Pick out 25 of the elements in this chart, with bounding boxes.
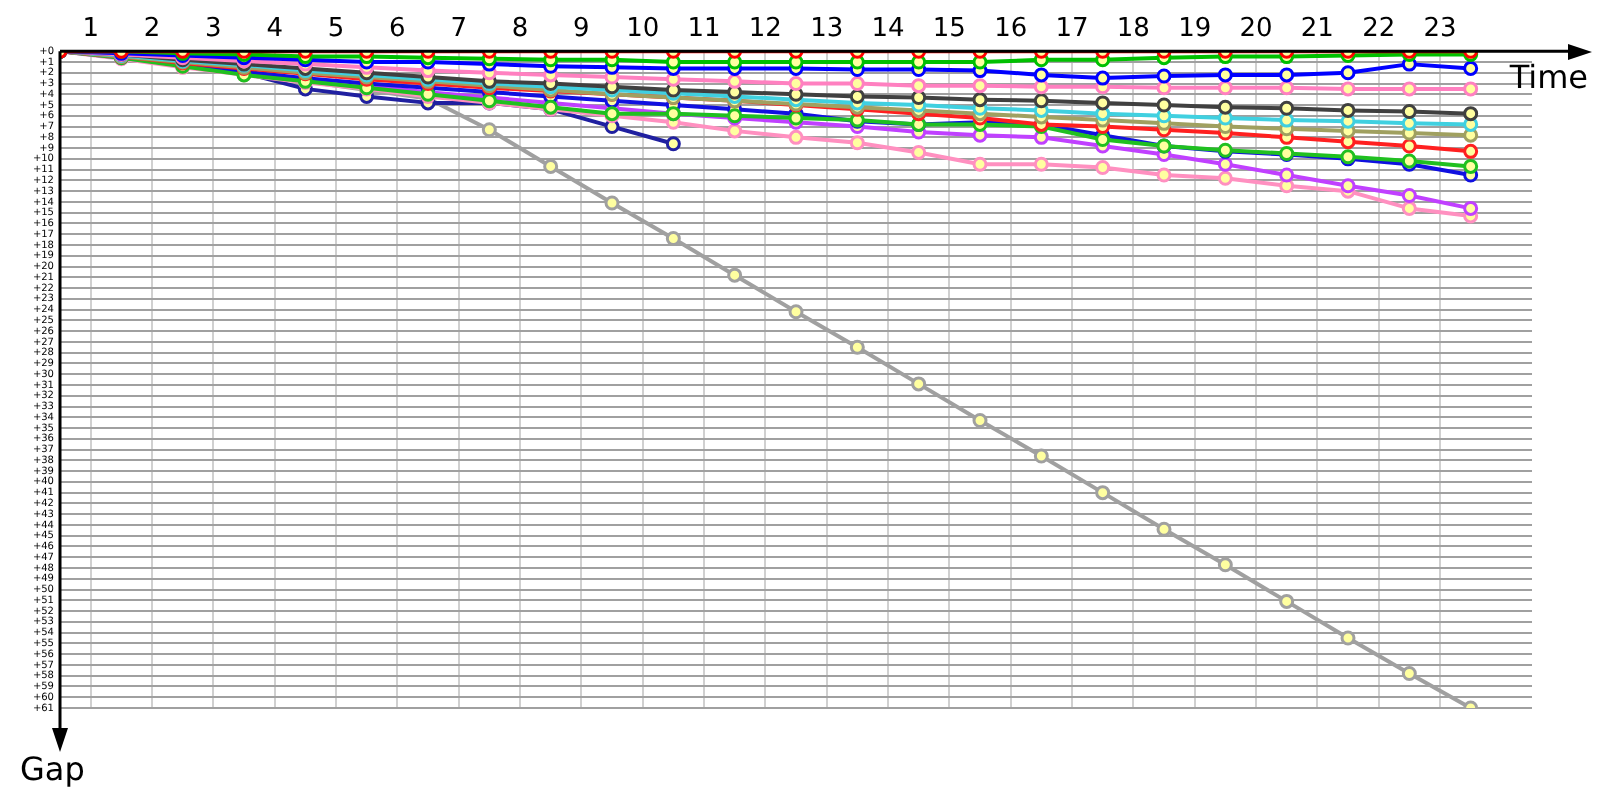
x-tick-label: 3 (205, 14, 222, 45)
x-tick-label: 7 (450, 14, 467, 45)
x-tick-label: 14 (871, 14, 905, 45)
x-tick-label: 23 (1423, 14, 1457, 45)
x-tick-label: 17 (1055, 14, 1089, 45)
x-tick-label: 18 (1116, 14, 1150, 45)
x-tick-label: 22 (1362, 14, 1396, 45)
x-tick-label: 9 (573, 14, 590, 45)
x-tick-label: 12 (748, 14, 782, 45)
x-tick-label: 16 (994, 14, 1028, 45)
x-tick-label: 10 (626, 14, 660, 45)
x-tick-label: 1 (82, 14, 99, 45)
x-tick-label: 20 (1239, 14, 1273, 45)
y-axis-title: Gap (20, 750, 85, 789)
x-tick-label: 11 (687, 14, 721, 45)
x-tick-label: 13 (810, 14, 844, 45)
x-tick-label: 19 (1178, 14, 1212, 45)
x-tick-label: 5 (327, 14, 345, 45)
x-tick-label: 2 (143, 14, 161, 45)
x-tick-label: 21 (1300, 14, 1334, 45)
x-tick-label: 4 (266, 14, 283, 45)
x-tick-label: 8 (511, 14, 529, 45)
x-tick-label: 6 (389, 14, 406, 45)
x-axis-title: Time (1507, 57, 1588, 96)
x-tick-label: 15 (932, 14, 966, 45)
